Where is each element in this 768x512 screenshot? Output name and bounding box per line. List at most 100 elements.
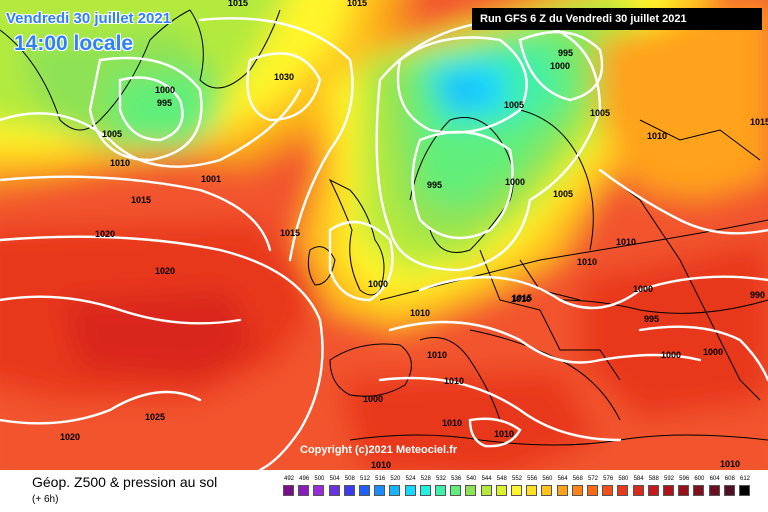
isobar-label: 995 xyxy=(558,48,573,58)
isobar-label: 995 xyxy=(644,314,659,324)
isobar-label: 1015 xyxy=(228,0,248,8)
scale-swatch xyxy=(404,485,416,496)
scale-swatch xyxy=(526,485,538,496)
scale-tick-label: 580 xyxy=(618,476,629,482)
isobar-label: 1015 xyxy=(347,0,367,8)
isobar-labels: 1015 1015 1005 1000 995 1005 1010 1001 1015 1020 1… xyxy=(60,0,768,470)
scale-swatch xyxy=(511,485,522,496)
scale-tick-label: 608 xyxy=(724,476,735,482)
scale-swatch xyxy=(708,485,720,496)
isobar-label: 1010 xyxy=(494,429,514,439)
scale-tick-label: 544 xyxy=(481,476,492,482)
scale-tick-label: 500 xyxy=(314,476,325,482)
scale-tick-label: 528 xyxy=(420,476,431,482)
isobar-label: 1015 xyxy=(280,228,300,238)
isobar-label: 1010 xyxy=(371,460,391,470)
isobar-label: 1025 xyxy=(145,412,165,422)
legend-title: Géop. Z500 & pression au sol xyxy=(32,474,218,490)
scale-swatch xyxy=(617,485,629,496)
isobar-label: 1010 xyxy=(616,237,636,247)
scale-tick-label: 612 xyxy=(739,476,750,482)
isobar-label: 1000 xyxy=(661,350,681,360)
scale-swatch xyxy=(632,485,644,496)
scale-swatch xyxy=(495,485,507,496)
isobar-label: 1010 xyxy=(720,459,740,469)
isobar-label: 1010 xyxy=(444,376,464,386)
scale-swatch xyxy=(739,485,750,496)
scale-swatch xyxy=(556,485,568,496)
scale-tick-label: 548 xyxy=(496,476,507,482)
isobar-label: 1020 xyxy=(95,229,115,239)
scale-swatch xyxy=(587,485,598,496)
scale-swatch xyxy=(359,485,370,496)
isobar-label: 1010 xyxy=(442,418,462,428)
scale-swatch xyxy=(693,485,705,496)
isobar-label: 1010 xyxy=(410,308,430,318)
scale-tick-label: 504 xyxy=(329,476,340,482)
isobar-label: 1005 xyxy=(553,189,573,199)
scale-tick-label: 604 xyxy=(709,476,720,482)
isobar-label: 995 xyxy=(427,180,442,190)
isobar-label: 1010 xyxy=(110,158,130,168)
scale-swatch xyxy=(723,485,735,496)
scale-tick-label: 572 xyxy=(587,476,598,482)
scale-swatch xyxy=(328,485,340,496)
scale-tick-label: 556 xyxy=(527,476,538,482)
isobar-label: 1015 xyxy=(750,117,768,127)
isobar-label: 1030 xyxy=(274,72,294,82)
scale-tick-label: 508 xyxy=(344,476,355,482)
isobar-label: 1000 xyxy=(368,279,388,289)
scale-tick-label: 600 xyxy=(694,476,705,482)
isobar-label: 1010 xyxy=(511,294,531,304)
scale-tick-label: 564 xyxy=(557,476,568,482)
isobar-label: 1010 xyxy=(577,257,597,267)
scale-swatch xyxy=(298,485,310,496)
forecast-date: Vendredi 30 juillet 2021 xyxy=(6,10,172,27)
scale-swatch xyxy=(571,485,583,496)
isobar-label: 1005 xyxy=(504,100,524,110)
isobar-label: 1000 xyxy=(505,177,525,187)
isobar-label: 1015 xyxy=(512,293,532,303)
scale-swatch xyxy=(480,485,492,496)
scale-swatch xyxy=(678,485,690,496)
scale-swatch xyxy=(343,485,355,496)
scale-swatch xyxy=(374,485,386,496)
scale-swatch xyxy=(435,485,446,496)
scale-tick-label: 552 xyxy=(511,476,522,482)
scale-tick-label: 584 xyxy=(633,476,644,482)
isobar-label: 1015 xyxy=(131,195,151,205)
isobar-label: 1000 xyxy=(633,284,653,294)
scale-tick-label: 520 xyxy=(390,476,401,482)
isobar-label: 1000 xyxy=(703,347,723,357)
isobar-label: 1000 xyxy=(155,85,175,95)
scale-swatch xyxy=(419,485,431,496)
isobar-label: 1000 xyxy=(363,394,383,404)
isobar-label: 995 xyxy=(157,98,172,108)
scale-tick-label: 492 xyxy=(283,476,294,482)
scale-swatch xyxy=(465,485,477,496)
scale-tick-label: 540 xyxy=(466,476,477,482)
scale-tick-label: 576 xyxy=(603,476,614,482)
scale-tick-label: 536 xyxy=(451,476,462,482)
scale-swatch xyxy=(541,485,553,496)
scale-tick-label: 592 xyxy=(663,476,674,482)
isobar-label: 1020 xyxy=(155,266,175,276)
isobar-label: 1020 xyxy=(60,432,80,442)
scale-swatch xyxy=(450,485,462,496)
color-scale: 492 496 500 504 508 512 516 520 524 528 532 536 540 5… xyxy=(282,476,754,504)
scale-tick-label: 560 xyxy=(542,476,553,482)
isobar-label: 1000 xyxy=(550,61,570,71)
scale-tick-label: 524 xyxy=(405,476,416,482)
isobar-label: 990 xyxy=(750,290,765,300)
scale-swatch xyxy=(313,485,325,496)
isobar-label: 1005 xyxy=(102,129,122,139)
scale-tick-label: 588 xyxy=(648,476,659,482)
scale-tick-label: 516 xyxy=(375,476,386,482)
legend-subtitle: (+ 6h) xyxy=(32,494,59,505)
scale-tick-label: 512 xyxy=(359,476,370,482)
scale-swatch xyxy=(647,485,659,496)
isobar-label: 1005 xyxy=(590,108,610,118)
scale-tick-label: 596 xyxy=(679,476,690,482)
isobar-label: 1010 xyxy=(647,131,667,141)
